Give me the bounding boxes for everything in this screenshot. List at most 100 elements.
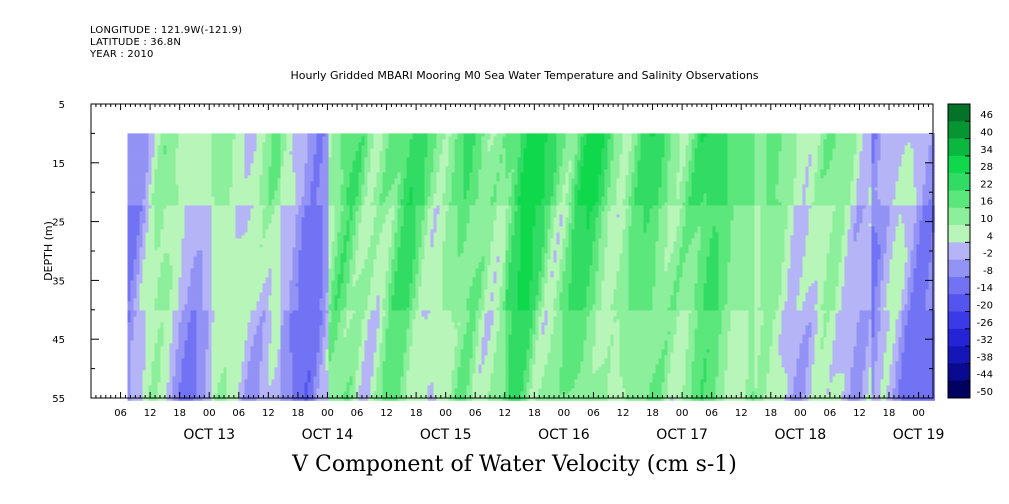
heatmap-cell xyxy=(187,271,191,275)
heatmap-cell xyxy=(154,328,158,332)
heatmap-cell xyxy=(265,151,269,155)
heatmap-cell xyxy=(259,223,263,227)
heatmap-cell xyxy=(169,220,173,224)
heatmap-cell xyxy=(205,370,209,374)
heatmap-cell xyxy=(238,223,242,227)
heatmap-cell xyxy=(181,187,185,191)
heatmap-cell xyxy=(292,352,296,356)
heatmap-cell xyxy=(283,307,287,311)
heatmap-cell xyxy=(232,271,236,275)
heatmap-cell xyxy=(181,343,185,347)
heatmap-cell xyxy=(154,331,158,335)
heatmap-cell xyxy=(217,349,221,353)
heatmap-cell xyxy=(214,253,218,257)
heatmap-cell xyxy=(160,157,164,161)
heatmap-cell xyxy=(154,253,158,257)
heatmap-cell xyxy=(217,235,221,239)
heatmap-cell xyxy=(199,139,203,143)
heatmap-cell xyxy=(259,136,263,140)
heatmap-cell xyxy=(136,259,140,263)
heatmap-cell xyxy=(226,133,230,137)
heatmap-cell xyxy=(259,277,263,281)
heatmap-cell xyxy=(244,190,248,194)
heatmap-cell xyxy=(172,175,176,179)
heatmap-cell xyxy=(196,352,200,356)
heatmap-cell xyxy=(157,250,161,254)
heatmap-cell xyxy=(157,214,161,218)
heatmap-cell xyxy=(265,184,269,188)
heatmap-cell xyxy=(259,352,263,356)
heatmap-cell xyxy=(250,217,254,221)
heatmap-cell xyxy=(238,316,242,320)
heatmap-cell xyxy=(205,223,209,227)
heatmap-cell xyxy=(244,337,248,341)
heatmap-cell xyxy=(166,175,170,179)
heatmap-cell xyxy=(178,211,182,215)
heatmap-cell xyxy=(289,367,293,371)
heatmap-cell xyxy=(268,166,272,170)
heatmap-cell xyxy=(214,148,218,152)
heatmap-cell xyxy=(232,313,236,317)
heatmap-cell xyxy=(289,160,293,164)
heatmap-cell xyxy=(145,274,149,278)
heatmap-cell xyxy=(160,226,164,230)
heatmap-cell xyxy=(229,325,233,329)
heatmap-cell xyxy=(235,358,239,362)
heatmap-cell xyxy=(142,220,146,224)
heatmap-cell xyxy=(289,325,293,329)
heatmap-cell xyxy=(250,340,254,344)
heatmap-cell xyxy=(226,232,230,236)
heatmap-cell xyxy=(274,337,278,341)
heatmap-cell xyxy=(241,190,245,194)
heatmap-cell xyxy=(217,136,221,140)
heatmap-cell xyxy=(184,379,188,383)
heatmap-cell xyxy=(289,145,293,149)
heatmap-cell xyxy=(232,262,236,266)
heatmap-cell xyxy=(163,145,167,149)
heatmap-cell xyxy=(172,226,176,230)
heatmap-cell xyxy=(178,283,182,287)
heatmap-cell xyxy=(274,253,278,257)
heatmap-cell xyxy=(241,337,245,341)
heatmap-cell xyxy=(238,205,242,209)
heatmap-cell xyxy=(226,190,230,194)
heatmap-cell xyxy=(226,367,230,371)
heatmap-cell xyxy=(202,166,206,170)
heatmap-cell xyxy=(166,136,170,140)
heatmap-cell xyxy=(130,217,134,221)
heatmap-cell xyxy=(253,166,257,170)
heatmap-cell xyxy=(151,154,155,158)
heatmap-cell xyxy=(292,247,296,251)
heatmap-cell xyxy=(283,262,287,266)
heatmap-cell xyxy=(196,190,200,194)
heatmap-cell xyxy=(247,289,251,293)
heatmap-cell xyxy=(184,247,188,251)
heatmap-cell xyxy=(178,235,182,239)
heatmap-cell xyxy=(253,301,257,305)
heatmap-cell xyxy=(127,316,131,320)
heatmap-cell xyxy=(259,226,263,230)
heatmap-cell xyxy=(292,217,296,221)
heatmap-cell xyxy=(286,280,290,284)
latitude-label: LATITUDE : 36.8N xyxy=(90,37,181,48)
heatmap-cell xyxy=(208,214,212,218)
heatmap-cell xyxy=(127,301,131,305)
heatmap-cell xyxy=(217,373,221,377)
heatmap-cell xyxy=(250,253,254,257)
heatmap-cell xyxy=(256,250,260,254)
heatmap-cell xyxy=(232,160,236,164)
heatmap-cell xyxy=(199,235,203,239)
heatmap-cell xyxy=(136,145,140,149)
heatmap-cell xyxy=(181,289,185,293)
heatmap-cell xyxy=(250,151,254,155)
heatmap-cell xyxy=(253,355,257,359)
heatmap-cell xyxy=(283,367,287,371)
heatmap-cell xyxy=(202,352,206,356)
heatmap-cell xyxy=(169,154,173,158)
heatmap-cell xyxy=(289,280,293,284)
heatmap-cell xyxy=(136,169,140,173)
heatmap-cell xyxy=(259,262,263,266)
heatmap-cell xyxy=(130,364,134,368)
heatmap-cell xyxy=(160,169,164,173)
heatmap-cell xyxy=(262,295,266,299)
